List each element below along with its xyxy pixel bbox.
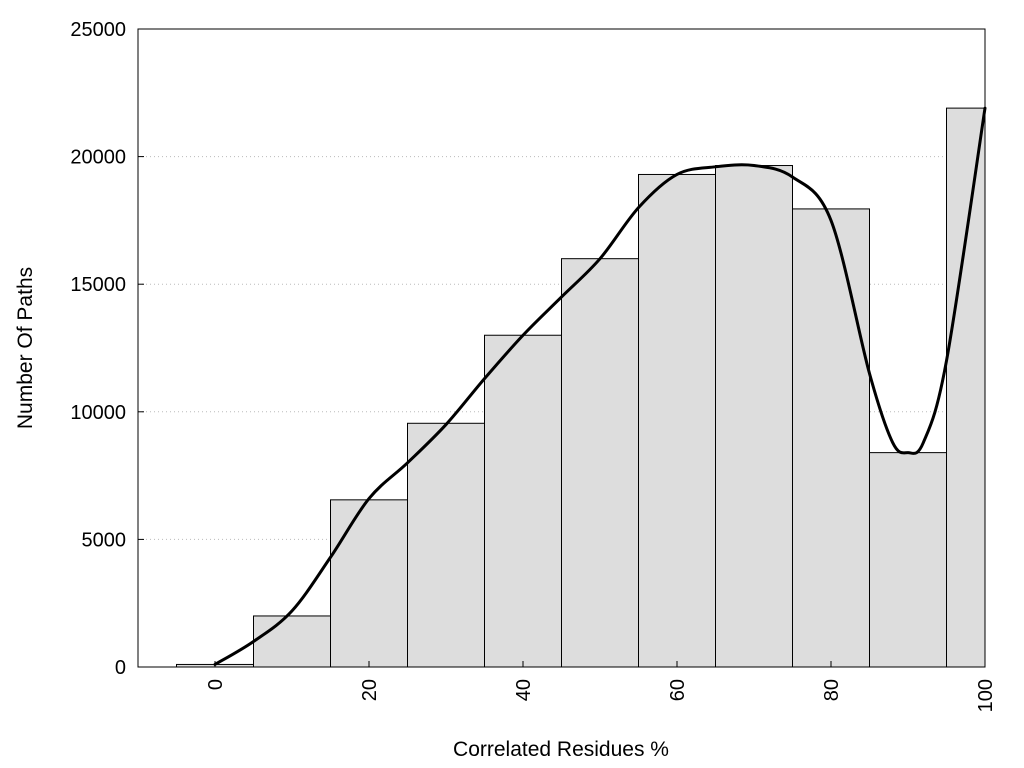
x-tick-label: 20 — [359, 679, 381, 701]
bar — [715, 165, 793, 668]
bars-layer — [176, 107, 986, 668]
bar — [253, 615, 331, 668]
y-tick-label: 25000 — [70, 19, 126, 41]
bar — [484, 334, 562, 668]
y-tick-label: 20000 — [70, 147, 126, 169]
curve-layer — [213, 106, 987, 666]
y-tick-label: 0 — [115, 657, 126, 679]
bar — [330, 499, 408, 668]
bar — [561, 258, 639, 668]
y-axis: 0 5000 10000 15000 20000 25000 — [70, 19, 144, 679]
x-tick-label: 80 — [821, 679, 843, 701]
x-tick-label: 100 — [975, 679, 997, 712]
plot-frame — [137, 28, 986, 668]
smooth-curve-line — [213, 106, 987, 666]
x-tick-label: 40 — [513, 679, 535, 701]
bar — [407, 422, 485, 668]
y-tick-label: 10000 — [70, 402, 126, 424]
y-tick-label: 5000 — [82, 529, 127, 551]
y-tick-label: 15000 — [70, 274, 126, 296]
y-axis-title: Number Of Paths — [14, 267, 37, 429]
x-axis-title: Correlated Residues % — [453, 738, 669, 761]
x-axis: 0 20 40 60 80 100 — [205, 661, 997, 712]
bar — [946, 107, 986, 668]
bar — [869, 452, 947, 668]
bar — [638, 173, 716, 668]
x-tick-label: 60 — [667, 679, 689, 701]
x-tick-label: 0 — [205, 679, 227, 690]
bar — [792, 208, 870, 668]
